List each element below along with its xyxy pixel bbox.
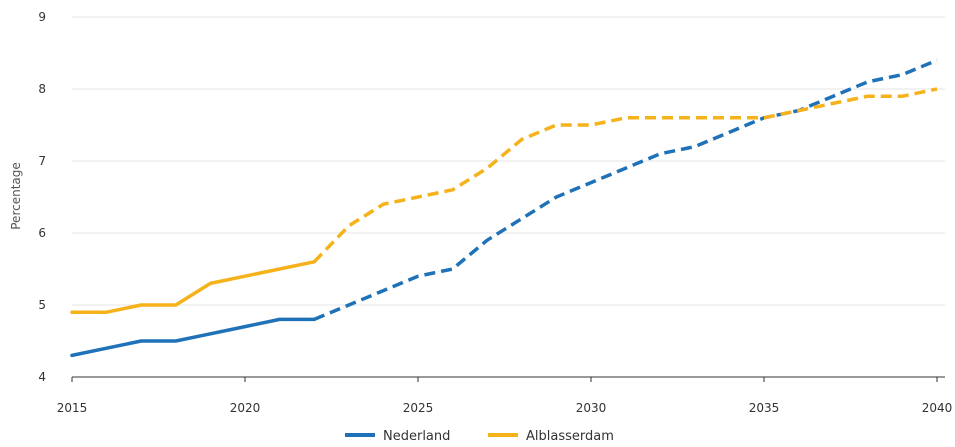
x-axis: 2015 2020 2025 2030 2035 2040	[57, 376, 953, 415]
y-tick-label: 4	[38, 370, 46, 384]
legend-label-alblasserdam: Alblasserdam	[526, 429, 614, 444]
legend-label-nederland: Nederland	[383, 429, 450, 444]
x-tick-label: 2030	[576, 401, 607, 415]
y-tick-label: 6	[38, 226, 46, 240]
series-line-alblasserdam-forecast	[312, 87, 938, 264]
x-tick-label: 2015	[57, 401, 88, 415]
series-line-alblasserdam-historic	[70, 260, 316, 314]
y-axis-label: Percentage	[9, 162, 23, 230]
x-tick-label: 2040	[922, 401, 953, 415]
x-tick-label: 2035	[749, 401, 780, 415]
grid-lines	[72, 16, 945, 306]
series-line-nederland-forecast	[313, 58, 938, 322]
y-tick-label: 8	[38, 82, 46, 96]
x-tick-label: 2025	[403, 401, 434, 415]
y-tick-label: 7	[38, 154, 46, 168]
series-line-nederland-historic	[70, 317, 316, 358]
y-tick-label: 9	[38, 10, 46, 24]
y-tick-label: 5	[38, 298, 46, 312]
legend: Nederland Alblasserdam	[345, 429, 614, 444]
x-tick-label: 2020	[230, 401, 261, 415]
series-lines	[70, 58, 938, 358]
y-axis-ticks: 4 5 6 7 8 9	[38, 10, 46, 384]
